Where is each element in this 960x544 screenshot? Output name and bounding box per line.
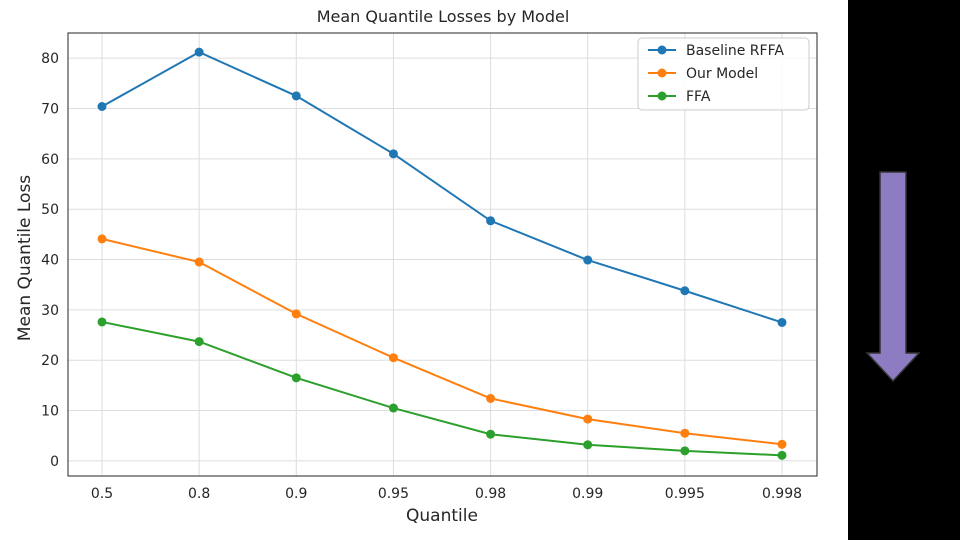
- data-point: [388, 149, 398, 159]
- y-tick-label: 0: [50, 454, 59, 470]
- plot-frame: [67, 32, 818, 477]
- data-point: [194, 257, 204, 267]
- data-point: [680, 286, 690, 296]
- x-tick-label: 0.9: [285, 486, 307, 502]
- data-point: [680, 446, 690, 456]
- x-tick-label: 0.98: [475, 486, 506, 502]
- data-point: [194, 337, 204, 347]
- series-line: [101, 51, 783, 324]
- data-point: [97, 234, 107, 244]
- x-tick-label: 0.998: [762, 486, 802, 502]
- data-point: [97, 101, 107, 111]
- data-point: [388, 403, 398, 413]
- y-tick-label: 80: [41, 51, 59, 67]
- y-tick-label: 50: [41, 202, 59, 218]
- series-line: [101, 237, 783, 446]
- right-panel: [848, 0, 960, 540]
- legend-label: Our Model: [686, 66, 758, 82]
- data-point: [680, 428, 690, 438]
- data-point: [194, 47, 204, 57]
- data-point: [777, 439, 787, 449]
- data-point: [583, 414, 593, 424]
- legend-box: [637, 37, 810, 111]
- y-tick-label: 30: [41, 303, 59, 319]
- series-group: [97, 234, 787, 449]
- data-point: [291, 309, 301, 319]
- legend-swatch-marker: [657, 45, 667, 55]
- y-axis-ticks: 0 10 20 30 40 50 60 70 80: [41, 51, 59, 470]
- y-tick-label: 70: [41, 102, 59, 118]
- legend-swatch-marker: [657, 91, 667, 101]
- data-point: [291, 91, 301, 101]
- legend-label: Baseline RFFA: [686, 43, 784, 59]
- data-point: [97, 317, 107, 327]
- data-point: [486, 393, 496, 403]
- data-point: [388, 353, 398, 363]
- chart-title: Mean Quantile Losses by Model: [317, 7, 570, 26]
- legend-swatch-marker: [657, 68, 667, 78]
- legend-label: FFA: [686, 89, 711, 105]
- x-tick-label: 0.95: [378, 486, 409, 502]
- data-point: [777, 317, 787, 327]
- arrow-shape: [865, 171, 921, 383]
- series-group: [97, 47, 787, 327]
- y-axis-label: Mean Quantile Loss: [15, 175, 35, 341]
- data-point: [777, 450, 787, 460]
- data-point: [486, 216, 496, 226]
- x-tick-label: 0.8: [188, 486, 210, 502]
- x-axis-label: Quantile: [406, 506, 478, 526]
- x-axis-ticks: 0.5 0.8 0.9 0.95 0.98 0.99 0.995 0.998: [91, 486, 802, 502]
- y-tick-label: 20: [41, 353, 59, 369]
- y-tick-label: 60: [41, 152, 59, 168]
- x-tick-label: 0.995: [665, 486, 705, 502]
- data-point: [486, 429, 496, 439]
- legend: Baseline RFFA Our Model FFA: [637, 37, 810, 111]
- down-arrow-icon: [865, 171, 921, 383]
- data-point: [583, 255, 593, 265]
- series-line: [101, 320, 783, 457]
- series-group: [97, 317, 787, 460]
- x-tick-label: 0.99: [572, 486, 603, 502]
- data-point: [583, 440, 593, 450]
- y-tick-label: 40: [41, 253, 59, 269]
- x-tick-label: 0.5: [91, 486, 113, 502]
- series-lines: [97, 47, 787, 460]
- y-tick-label: 10: [41, 404, 59, 420]
- data-point: [291, 373, 301, 383]
